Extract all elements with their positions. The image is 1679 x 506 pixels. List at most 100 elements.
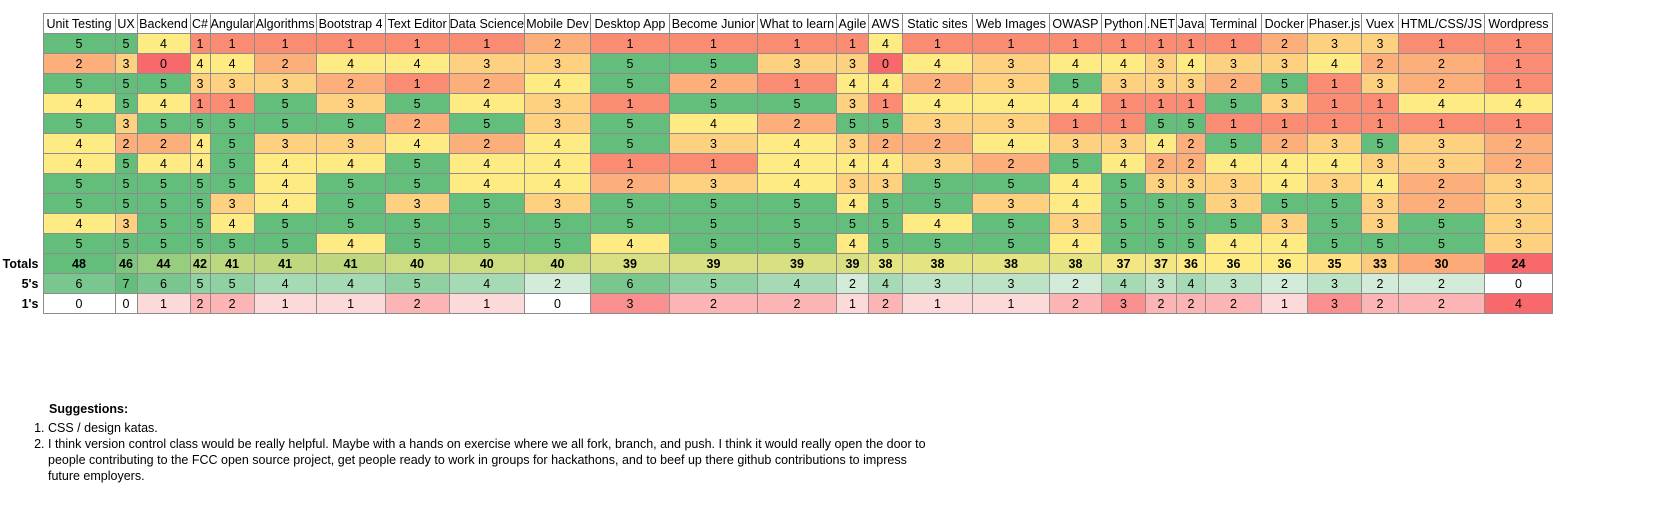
score-cell[interactable]: 1 [1144,93,1177,114]
score-cell[interactable]: 4 [1048,193,1102,214]
score-cell[interactable]: 3 [315,93,386,114]
column-header[interactable]: Wordpress [1483,13,1553,34]
score-cell[interactable]: 1 [1204,33,1262,54]
column-header[interactable]: Static sites [901,13,973,34]
summary-cell[interactable]: 38 [971,253,1050,274]
score-cell[interactable]: 3 [253,73,317,94]
score-cell[interactable]: 3 [867,173,903,194]
score-cell[interactable]: 4 [1260,153,1308,174]
score-cell[interactable]: 5 [209,113,255,134]
score-cell[interactable]: 4 [835,153,869,174]
score-cell[interactable]: 2 [1260,33,1308,54]
column-header[interactable]: Java [1175,13,1206,34]
score-cell[interactable]: 5 [668,193,758,214]
score-cell[interactable]: 3 [1260,213,1308,234]
column-header[interactable]: Terminal [1204,13,1262,34]
score-cell[interactable]: 4 [1144,133,1177,154]
summary-cell[interactable]: 40 [448,253,525,274]
score-cell[interactable]: 4 [384,53,450,74]
score-cell[interactable]: 5 [315,193,386,214]
score-cell[interactable]: 3 [1483,233,1553,254]
summary-cell[interactable]: 3 [1204,273,1262,294]
summary-cell[interactable]: 33 [1360,253,1399,274]
score-cell[interactable]: 4 [901,53,973,74]
score-cell[interactable]: 4 [1360,173,1399,194]
score-cell[interactable]: 4 [901,213,973,234]
score-cell[interactable]: 4 [448,93,525,114]
score-cell[interactable]: 4 [315,233,386,254]
score-cell[interactable]: 5 [1175,113,1206,134]
score-cell[interactable]: 1 [1483,53,1553,74]
score-cell[interactable]: 4 [589,233,670,254]
summary-cell[interactable]: 4 [756,273,837,294]
score-cell[interactable]: 5 [136,233,191,254]
score-cell[interactable]: 1 [1306,73,1362,94]
score-cell[interactable]: 3 [1306,33,1362,54]
score-cell[interactable]: 2 [448,133,525,154]
score-cell[interactable]: 4 [835,193,869,214]
score-cell[interactable]: 2 [901,73,973,94]
score-cell[interactable]: 3 [668,173,758,194]
score-cell[interactable]: 3 [1360,213,1399,234]
summary-cell[interactable]: 2 [209,293,255,314]
score-cell[interactable]: 4 [756,173,837,194]
summary-cell[interactable]: 38 [901,253,973,274]
score-cell[interactable]: 1 [1048,33,1102,54]
score-cell[interactable]: 4 [835,73,869,94]
summary-cell[interactable]: 2 [1397,293,1485,314]
column-header[interactable]: What to learn [756,13,837,34]
summary-cell[interactable]: 3 [971,273,1050,294]
column-header[interactable]: Bootstrap 4 [315,13,386,34]
score-cell[interactable]: 2 [1260,133,1308,154]
score-cell[interactable]: 1 [1483,33,1553,54]
score-cell[interactable]: 5 [901,173,973,194]
score-cell[interactable]: 3 [1175,73,1206,94]
score-cell[interactable]: 5 [315,173,386,194]
score-cell[interactable]: 5 [114,193,138,214]
summary-cell[interactable]: 24 [1483,253,1553,274]
score-cell[interactable]: 4 [668,113,758,134]
score-cell[interactable]: 4 [1260,233,1308,254]
score-cell[interactable]: 5 [1100,173,1146,194]
column-header[interactable]: Angular [209,13,255,34]
score-cell[interactable]: 3 [835,173,869,194]
summary-cell[interactable]: 5 [209,273,255,294]
score-cell[interactable]: 3 [901,113,973,134]
score-cell[interactable]: 5 [1175,233,1206,254]
summary-cell[interactable]: 3 [589,293,670,314]
score-cell[interactable]: 5 [1100,193,1146,214]
summary-cell[interactable]: 41 [315,253,386,274]
score-cell[interactable]: 5 [189,113,211,134]
summary-cell[interactable]: 3 [1100,293,1146,314]
score-cell[interactable]: 5 [1144,233,1177,254]
score-cell[interactable]: 4 [42,153,116,174]
score-cell[interactable]: 3 [835,53,869,74]
score-cell[interactable]: 1 [1483,73,1553,94]
column-header[interactable]: .NET [1144,13,1177,34]
column-header[interactable]: OWASP [1048,13,1102,34]
summary-cell[interactable]: 36 [1204,253,1262,274]
score-cell[interactable]: 1 [384,73,450,94]
score-cell[interactable]: 3 [1260,53,1308,74]
score-cell[interactable]: 3 [523,93,591,114]
summary-cell[interactable]: 2 [668,293,758,314]
column-header[interactable]: Unit Testing [42,13,116,34]
score-cell[interactable]: 5 [253,213,317,234]
score-cell[interactable]: 5 [42,173,116,194]
summary-cell[interactable]: 4 [1100,273,1146,294]
score-cell[interactable]: 4 [42,213,116,234]
summary-cell[interactable]: 36 [1260,253,1308,274]
score-cell[interactable]: 3 [756,53,837,74]
summary-cell[interactable]: 2 [1048,273,1102,294]
score-cell[interactable]: 5 [1260,73,1308,94]
summary-cell[interactable]: 0 [42,293,116,314]
score-cell[interactable]: 1 [971,33,1050,54]
summary-cell[interactable]: 41 [253,253,317,274]
column-header[interactable]: Desktop App [589,13,670,34]
score-cell[interactable]: 2 [1175,133,1206,154]
score-cell[interactable]: 5 [315,113,386,134]
score-cell[interactable]: 5 [1048,153,1102,174]
score-cell[interactable]: 1 [1397,33,1485,54]
score-cell[interactable]: 4 [42,93,116,114]
score-cell[interactable]: 3 [209,193,255,214]
